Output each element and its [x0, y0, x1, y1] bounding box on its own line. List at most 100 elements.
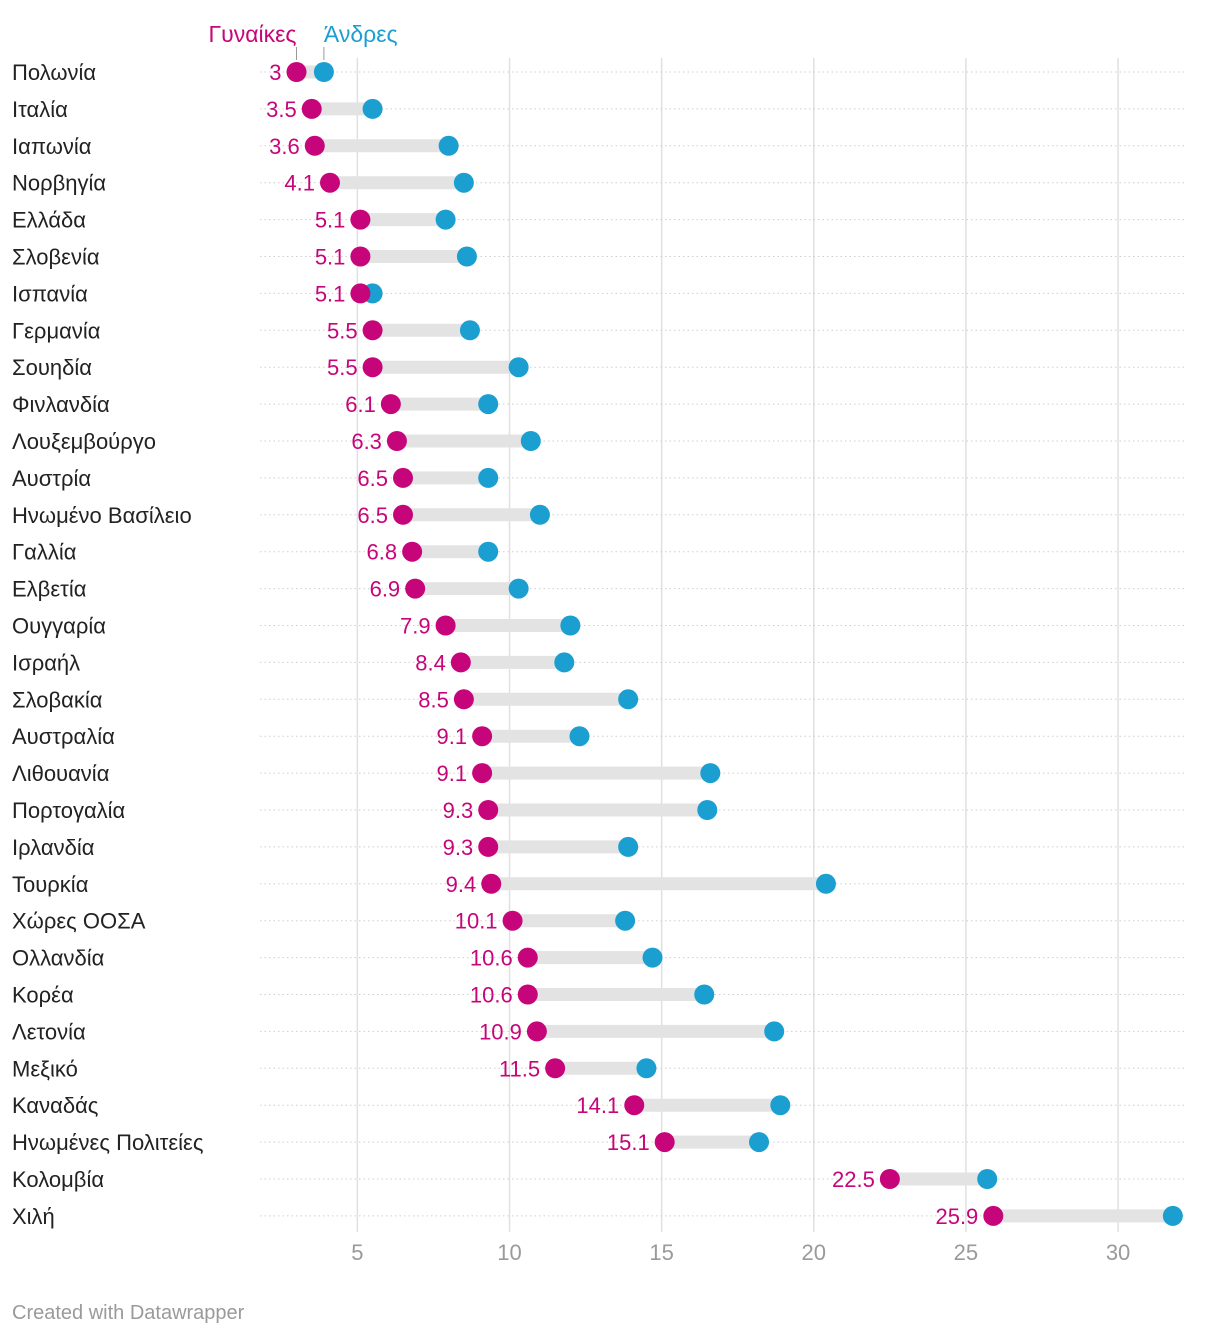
women-value-label: 9.3	[443, 798, 474, 823]
dot-women	[624, 1095, 645, 1116]
women-value-label: 9.4	[446, 872, 477, 897]
country-label: Τουρκία	[12, 872, 89, 897]
country-label: Ηνωμένο Βασίλειο	[12, 503, 192, 528]
women-value-label: 14.1	[576, 1093, 619, 1118]
dot-women	[350, 246, 371, 267]
country-label: Μεξικό	[12, 1056, 78, 1081]
country-label: Ιρλανδία	[12, 835, 95, 860]
dot-men	[554, 652, 575, 673]
dot-women	[481, 873, 502, 894]
women-value-label: 7.9	[400, 614, 431, 639]
dot-women	[517, 947, 538, 968]
dot-men	[478, 394, 499, 415]
dot-men	[569, 726, 590, 747]
women-value-label: 5.1	[315, 281, 346, 306]
dot-women	[301, 98, 322, 119]
dot-women	[304, 135, 325, 156]
country-label: Ελβετία	[12, 577, 87, 602]
dot-men	[435, 209, 456, 230]
country-label: Σλοβακία	[12, 687, 103, 712]
dot-women	[502, 910, 523, 931]
dot-men	[313, 62, 334, 82]
women-value-label: 11.5	[499, 1056, 540, 1081]
women-value-label: 9.1	[437, 761, 468, 786]
women-value-label: 6.9	[370, 577, 401, 602]
dot-women	[380, 394, 401, 415]
dot-women	[286, 62, 307, 82]
dot-women	[478, 800, 499, 820]
women-value-label: 6.1	[345, 392, 376, 417]
country-label: Γαλλία	[12, 540, 77, 565]
dot-men	[642, 947, 663, 968]
dot-men	[478, 541, 499, 562]
country-label: Κορέα	[12, 983, 74, 1008]
country-label: Χώρες ΟΟΣΑ	[12, 909, 146, 934]
dot-men	[770, 1095, 791, 1116]
country-label: Ηνωμένες Πολιτείες	[12, 1130, 203, 1155]
credit-text: Created with Datawrapper	[12, 1302, 245, 1324]
dot-women	[386, 431, 407, 451]
dot-men	[618, 689, 639, 710]
dot-range-chart: 5 10 15 20 25 30 Γυναίκες Άνδρες Πολωνία 3 Ιταλία 3…	[12, 21, 1185, 1265]
dot-women	[319, 172, 340, 193]
x-tick-label: 5	[351, 1240, 363, 1265]
country-label: Ισραήλ	[12, 650, 80, 675]
dot-women	[435, 615, 456, 636]
dot-men	[560, 615, 581, 636]
country-label: Ιαπωνία	[12, 134, 92, 159]
country-label: Γερμανία	[12, 318, 101, 343]
country-label: Λιθουανία	[12, 761, 110, 786]
dot-women	[453, 689, 474, 710]
dot-men	[977, 1169, 998, 1189]
dot-men	[749, 1132, 770, 1153]
country-label: Αυστραλία	[12, 724, 115, 749]
dot-women	[362, 357, 383, 378]
dot-men	[618, 836, 639, 857]
country-label: Λετονία	[12, 1019, 86, 1044]
x-tick-label: 15	[649, 1240, 673, 1265]
women-value-label: 10.9	[479, 1019, 522, 1044]
women-value-label: 6.3	[351, 429, 382, 454]
legend-women: Γυναίκες	[209, 21, 297, 47]
women-value-label: 8.4	[415, 650, 446, 675]
dot-women	[402, 541, 423, 562]
dot-women	[526, 1021, 547, 1042]
women-value-label: 4.1	[284, 171, 315, 196]
dot-women	[654, 1132, 675, 1153]
women-value-label: 6.8	[367, 540, 398, 565]
dot-women	[472, 726, 493, 747]
dot-men	[459, 320, 480, 341]
dot-women	[350, 209, 371, 230]
women-value-label: 8.5	[418, 687, 449, 712]
dot-men	[697, 800, 718, 820]
women-value-label: 25.9	[935, 1204, 978, 1229]
dot-women	[478, 836, 499, 857]
country-label: Σουηδία	[12, 355, 92, 380]
women-value-label: 5.1	[315, 245, 346, 270]
country-label: Κολομβία	[12, 1167, 104, 1192]
dot-women	[405, 578, 426, 599]
dot-men	[520, 431, 541, 451]
dot-women	[393, 504, 414, 525]
dot-women	[472, 763, 493, 784]
dot-men	[362, 98, 383, 119]
dot-men	[764, 1021, 785, 1042]
dot-men	[700, 763, 721, 784]
women-value-label: 15.1	[607, 1130, 650, 1155]
dot-men	[815, 873, 836, 894]
women-value-label: 10.6	[470, 946, 513, 971]
x-tick-label: 30	[1106, 1240, 1130, 1265]
women-value-label: 10.1	[455, 909, 498, 934]
women-value-label: 9.1	[437, 724, 468, 749]
dot-men	[615, 910, 636, 931]
country-label: Ουγγαρία	[12, 614, 106, 639]
women-value-label: 6.5	[357, 466, 388, 491]
country-label: Λουξεμβούργο	[12, 429, 156, 454]
women-value-label: 3.5	[266, 97, 297, 122]
dot-men	[1162, 1205, 1183, 1226]
women-value-label: 6.5	[357, 503, 388, 528]
women-value-label: 10.6	[470, 983, 513, 1008]
dot-men	[453, 172, 474, 193]
dot-men	[529, 504, 550, 525]
dot-women	[350, 283, 371, 304]
